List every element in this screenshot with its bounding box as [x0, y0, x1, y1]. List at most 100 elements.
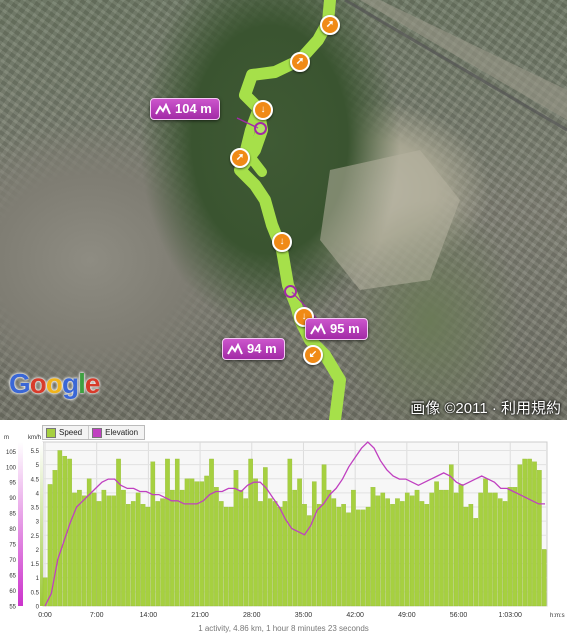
speed-bar[interactable] — [448, 464, 454, 607]
speed-bar[interactable] — [478, 492, 483, 607]
speed-bar[interactable] — [473, 518, 479, 607]
speed-bar[interactable] — [174, 458, 180, 607]
speed-bar[interactable] — [414, 489, 420, 607]
speed-bar[interactable] — [360, 509, 366, 607]
speed-bar[interactable] — [326, 489, 332, 607]
speed-bar[interactable] — [47, 484, 53, 607]
speed-bar[interactable] — [439, 489, 444, 607]
speed-bar[interactable] — [233, 470, 239, 607]
speed-bar[interactable] — [170, 489, 175, 607]
speed-bar[interactable] — [267, 498, 273, 607]
speed-bar[interactable] — [292, 489, 297, 607]
speed-bar[interactable] — [419, 501, 425, 607]
speed-bar[interactable] — [189, 478, 195, 607]
speed-bar[interactable] — [297, 478, 302, 607]
speed-bar[interactable] — [311, 481, 317, 607]
elevation-label-104[interactable]: 104 m — [150, 98, 220, 120]
speed-bar[interactable] — [541, 549, 547, 607]
speed-bar[interactable] — [126, 504, 131, 607]
speed-bar[interactable] — [194, 481, 200, 607]
speed-bar[interactable] — [204, 475, 209, 607]
speed-bar[interactable] — [400, 501, 405, 607]
speed-bar[interactable] — [493, 492, 498, 607]
speed-bar[interactable] — [228, 506, 234, 607]
speed-bar[interactable] — [488, 492, 493, 607]
speed-bar[interactable] — [248, 458, 253, 607]
speed-bar[interactable] — [468, 504, 474, 607]
speed-bar[interactable] — [517, 464, 523, 607]
speed-bar[interactable] — [316, 504, 322, 607]
speed-bar[interactable] — [72, 492, 77, 607]
elevation-label-95[interactable]: 95 m — [305, 318, 368, 340]
speed-bar[interactable] — [165, 458, 170, 607]
elevation-pin[interactable] — [284, 285, 297, 298]
speed-bar[interactable] — [96, 501, 102, 607]
speed-bar[interactable] — [272, 501, 278, 607]
elevation-line[interactable] — [44, 441, 545, 607]
route-map[interactable]: ➚ ➚ ↓ ➚ ↓ ↓ ↙ 104 m 95 m 94 m Google 画像 … — [0, 0, 567, 420]
speed-bar[interactable] — [346, 512, 351, 607]
speed-bar[interactable] — [160, 498, 165, 607]
speed-bar[interactable] — [77, 489, 82, 607]
speed-bar[interactable] — [458, 484, 464, 607]
speed-bar[interactable] — [409, 495, 415, 607]
speed-bar[interactable] — [287, 458, 293, 607]
speed-bar[interactable] — [453, 492, 459, 607]
elevation-label-94[interactable]: 94 m — [222, 338, 285, 360]
speed-bar[interactable] — [135, 492, 141, 607]
speed-bar[interactable] — [145, 506, 151, 607]
speed-bar[interactable] — [351, 489, 356, 607]
direction-marker[interactable]: ➚ — [230, 148, 250, 168]
legend-elevation[interactable]: Elevation — [89, 426, 144, 439]
speed-bar[interactable] — [57, 450, 63, 607]
speed-bar[interactable] — [150, 461, 156, 607]
speed-bar[interactable] — [86, 478, 92, 607]
speed-bar[interactable] — [130, 501, 136, 607]
speed-bar[interactable] — [111, 495, 116, 607]
speed-bar[interactable] — [375, 495, 381, 607]
speed-bar[interactable] — [258, 501, 263, 607]
speed-bar[interactable] — [62, 455, 68, 607]
speed-bar[interactable] — [380, 492, 386, 607]
speed-bar[interactable] — [184, 478, 190, 607]
speed-bar[interactable] — [429, 492, 435, 607]
direction-marker[interactable]: ↓ — [272, 232, 292, 252]
speed-bar[interactable] — [179, 489, 185, 607]
direction-marker[interactable]: ➚ — [320, 15, 340, 35]
speed-bar[interactable] — [263, 467, 268, 607]
direction-marker[interactable]: ➚ — [290, 52, 310, 72]
speed-bar[interactable] — [238, 489, 244, 607]
speed-bar[interactable] — [81, 495, 87, 607]
speed-bar[interactable] — [253, 478, 258, 607]
speed-bar[interactable] — [483, 478, 488, 607]
speed-bar[interactable] — [243, 498, 249, 607]
speed-bar[interactable] — [532, 461, 537, 607]
speed-bar[interactable] — [463, 506, 469, 607]
elevation-pin[interactable] — [254, 122, 267, 135]
speed-bar[interactable] — [52, 470, 58, 607]
speed-bar[interactable] — [537, 470, 542, 607]
speed-bar[interactable] — [106, 495, 112, 607]
speed-bar[interactable] — [507, 487, 513, 607]
speed-bar[interactable] — [199, 481, 205, 607]
speed-bar[interactable] — [502, 501, 508, 607]
speed-bar[interactable] — [140, 504, 146, 607]
legend-speed[interactable]: Speed — [43, 426, 90, 439]
speed-bar[interactable] — [282, 501, 288, 607]
speed-elevation-chart[interactable]: 0:00 7:00 14:00 21:00 28:00 35:00 42:00 49:00 56… — [0, 420, 567, 624]
speed-bar[interactable] — [385, 498, 390, 607]
speed-bar[interactable] — [214, 487, 219, 607]
speed-bar[interactable] — [527, 458, 532, 607]
speed-bar[interactable] — [307, 515, 312, 607]
speed-bar[interactable] — [522, 458, 527, 607]
speed-bar[interactable] — [336, 506, 342, 607]
speed-bar[interactable] — [121, 489, 126, 607]
speed-bar[interactable] — [424, 504, 430, 607]
speed-bar[interactable] — [302, 504, 307, 607]
direction-marker[interactable]: ↓ — [253, 100, 273, 120]
speed-bar[interactable] — [67, 458, 72, 607]
speed-bar[interactable] — [512, 487, 518, 607]
speed-bar[interactable] — [341, 504, 346, 607]
speed-bar[interactable] — [395, 498, 400, 607]
speed-bar[interactable] — [444, 489, 449, 607]
